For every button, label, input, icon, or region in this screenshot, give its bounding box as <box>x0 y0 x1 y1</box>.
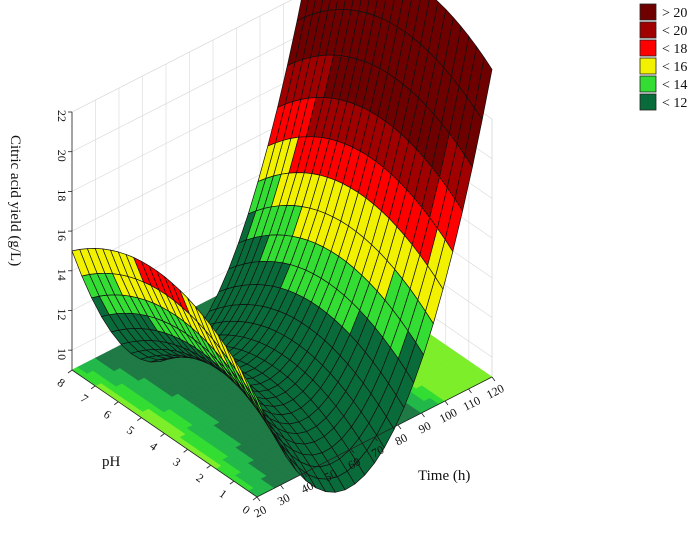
legend-label: < 18 <box>662 42 687 57</box>
ph-tick-label: 6 <box>101 407 114 422</box>
ph-tick <box>67 369 73 374</box>
legend-swatch <box>639 93 657 111</box>
time-tick-label: 30 <box>275 490 292 508</box>
time-tick <box>397 424 402 430</box>
y-axis-title: pH <box>102 454 121 470</box>
time-tick-label: 80 <box>393 430 410 448</box>
yield-tick-label: 20 <box>55 150 69 162</box>
legend-label: < 12 <box>662 96 687 111</box>
legend-label: < 16 <box>662 60 687 75</box>
ph-tick-label: 4 <box>147 439 160 454</box>
ph-tick <box>229 480 235 485</box>
legend-label: < 20 <box>662 24 687 39</box>
ph-tick <box>252 496 258 501</box>
surface-cell <box>248 383 268 422</box>
legend: > 20 < 20 < 18 < 16 < 14 < 12 <box>639 3 687 111</box>
legend-swatch <box>639 21 657 39</box>
time-tick-label: 70 <box>369 442 386 460</box>
time-tick <box>468 388 472 394</box>
legend-label: > 20 <box>662 6 687 21</box>
ph-tick-label: 8 <box>55 375 68 390</box>
time-tick-label: 90 <box>416 418 433 436</box>
ph-tick-label: 5 <box>124 423 137 438</box>
yield-tick-label: 16 <box>55 229 69 241</box>
time-tick <box>421 412 425 418</box>
x-axis-title: Time (h) <box>418 468 470 484</box>
time-tick-label: 110 <box>461 393 483 413</box>
time-tick-label: 100 <box>437 405 459 426</box>
ph-tick <box>160 433 165 437</box>
ph-tick-label: 2 <box>194 471 207 486</box>
z-axis-title: Citric acid yield (g/L) <box>7 135 23 266</box>
time-tick-label: 120 <box>484 381 506 402</box>
time-tick <box>491 376 496 382</box>
time-tick-label: 60 <box>346 454 363 472</box>
ph-tick <box>206 464 211 469</box>
response-surface <box>71 0 493 493</box>
time-tick <box>350 448 355 454</box>
time-tick <box>444 400 449 406</box>
time-tick <box>256 496 261 502</box>
yield-tick-label: 10 <box>55 348 69 360</box>
yield-tick-label: 14 <box>55 269 69 281</box>
yield-axis-ticks: 10 12 14 16 18 20 22 <box>55 110 72 360</box>
yield-tick-label: 18 <box>55 189 69 201</box>
ph-tick <box>183 449 188 453</box>
ph-tick <box>114 401 119 406</box>
legend-label: < 14 <box>662 78 687 93</box>
time-tick <box>374 436 378 442</box>
legend-swatch <box>639 57 657 75</box>
ph-tick <box>137 417 142 421</box>
legend-swatch <box>639 39 657 57</box>
ph-tick-label: 1 <box>217 486 230 501</box>
time-tick-label: 40 <box>299 478 316 496</box>
legend-swatch <box>639 75 657 93</box>
time-tick-label: 20 <box>252 502 269 520</box>
time-tick-label: 50 <box>322 466 339 484</box>
yield-tick-label: 22 <box>55 110 69 122</box>
legend-swatch <box>639 3 657 21</box>
ph-tick-label: 0 <box>240 502 253 517</box>
yield-tick-label: 12 <box>55 308 69 320</box>
ph-tick-label: 3 <box>170 455 183 470</box>
time-tick <box>303 472 308 478</box>
time-tick <box>327 460 331 466</box>
time-tick <box>280 484 284 490</box>
ph-tick-label: 7 <box>78 391 91 406</box>
ph-tick <box>90 385 96 390</box>
